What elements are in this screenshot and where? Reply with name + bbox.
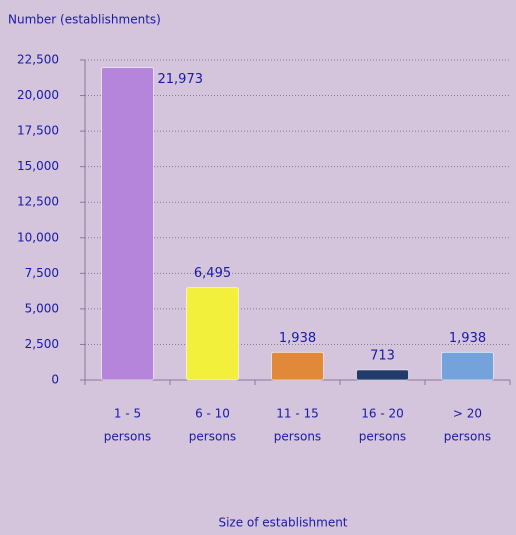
value-label: 1,938 xyxy=(279,331,316,346)
y-tick-label: 12,500 xyxy=(17,195,59,209)
value-label: 1,938 xyxy=(449,331,486,346)
x-tick-label: 11 - 15 xyxy=(276,407,319,421)
y-tick-label: 5,000 xyxy=(25,301,59,315)
x-tick-label: persons xyxy=(274,430,321,444)
y-tick-label: 2,500 xyxy=(25,337,59,351)
y-tick-label: 15,000 xyxy=(17,159,59,173)
bar xyxy=(101,66,154,381)
x-tick-label: 1 - 5 xyxy=(114,407,141,421)
y-tick-label: 17,500 xyxy=(17,124,59,138)
x-tick-label: persons xyxy=(359,430,406,444)
y-axis-label: Number (establishments) xyxy=(8,13,161,27)
bar xyxy=(271,351,324,381)
x-tick-label: persons xyxy=(189,430,236,444)
bar xyxy=(356,369,409,381)
x-tick-label: 6 - 10 xyxy=(195,407,230,421)
y-tick-label: 7,500 xyxy=(25,266,59,280)
value-label: 713 xyxy=(370,348,395,363)
y-tick-label: 10,000 xyxy=(17,230,59,244)
bar xyxy=(441,351,494,381)
x-axis-label: Size of establishment xyxy=(218,516,347,530)
value-label: 6,495 xyxy=(194,266,231,281)
y-tick-label: 22,500 xyxy=(17,53,59,67)
value-label: 21,973 xyxy=(158,72,204,87)
x-tick-label: 16 - 20 xyxy=(361,407,404,421)
x-tick-label: > 20 xyxy=(453,407,482,421)
x-tick-label: persons xyxy=(444,430,491,444)
y-tick-label: 20,000 xyxy=(17,88,59,102)
x-tick-label: persons xyxy=(104,430,151,444)
bar xyxy=(186,287,239,381)
y-tick-label: 0 xyxy=(51,373,59,387)
